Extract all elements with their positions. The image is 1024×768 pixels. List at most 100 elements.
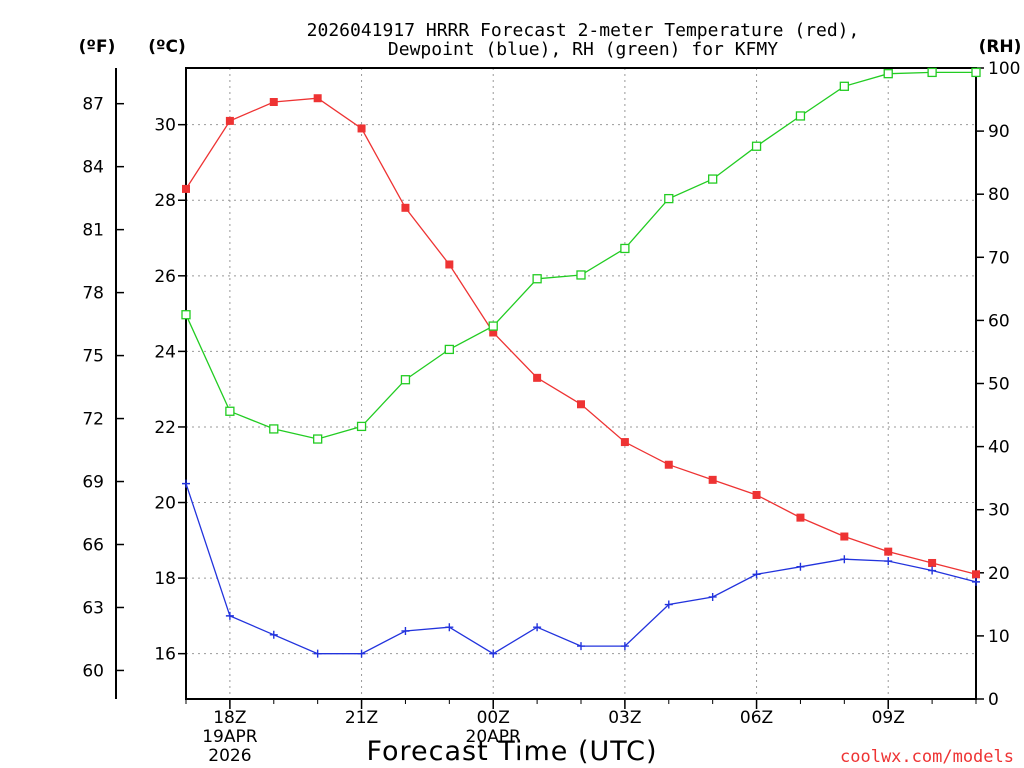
fahrenheit-tick-label: 84 — [82, 158, 104, 178]
fahrenheit-tick-label: 75 — [82, 347, 104, 367]
chart-title-line1: 2026041917 HRRR Forecast 2-meter Tempera… — [307, 20, 860, 41]
rh-point — [356, 421, 367, 432]
celsius-tick-label: 20 — [154, 494, 176, 514]
temperature-point — [752, 490, 761, 499]
dewpoint-point — [182, 479, 190, 488]
celsius-unit-label: (ºC) — [148, 37, 186, 57]
dewpoint-point — [972, 577, 980, 586]
rh-tick-label: 50 — [988, 375, 1010, 395]
celsius-tick-label: 30 — [154, 116, 176, 136]
tick-labels: 16 18 20 22 24 26 28 30 60 63 66 69 72 75 78 81 84 87 0 10 2… — [82, 59, 1020, 766]
dewpoint-point — [664, 600, 673, 609]
dewpoint-point — [401, 626, 410, 635]
x-tick-date: 19APR — [202, 727, 258, 747]
dewpoint-point — [840, 555, 849, 564]
x-tick-year: 2026 — [208, 746, 251, 766]
temperature-point — [708, 475, 717, 484]
data-series — [181, 67, 981, 658]
fahrenheit-tick-label: 63 — [82, 598, 104, 618]
temperature-point — [445, 260, 454, 269]
rh-tick-label: 0 — [988, 690, 999, 710]
celsius-tick-label: 16 — [154, 645, 176, 665]
rh-point — [532, 274, 542, 284]
dewpoint-point — [445, 623, 454, 632]
x-tick-label: 00Z — [477, 708, 510, 728]
rh-tick-label: 60 — [988, 311, 1010, 331]
x-tick-label: 09Z — [872, 708, 905, 728]
rh-point — [488, 321, 498, 331]
rh-tick-label: 30 — [988, 501, 1010, 521]
rh-tick-label: 10 — [988, 627, 1010, 647]
dewpoint-point — [577, 642, 585, 651]
temperature-point — [401, 203, 410, 212]
celsius-tick-label: 22 — [154, 418, 176, 438]
rh-point — [576, 270, 586, 280]
chart-title-line2: Dewpoint (blue), RH (green) for KFMY — [388, 39, 778, 60]
rh-tick-label: 100 — [988, 59, 1020, 79]
temperature-point — [313, 94, 322, 103]
rh-point — [795, 111, 806, 121]
fahrenheit-tick-label: 87 — [82, 95, 104, 115]
temperature-point — [533, 373, 542, 382]
rh-point — [620, 243, 630, 254]
dewpoint-point — [313, 649, 322, 658]
x-tick-date: 20APR — [466, 727, 522, 747]
dewpoint-point — [752, 570, 761, 579]
dewpoint-point — [928, 566, 937, 575]
dewpoint-point — [533, 623, 542, 632]
dewpoint-point — [884, 557, 893, 566]
rh-point — [181, 310, 191, 320]
celsius-tick-label: 18 — [154, 569, 176, 589]
rh-unit-label: (RH) — [979, 37, 1022, 57]
fahrenheit-tick-label: 69 — [82, 473, 104, 493]
temperature-point — [972, 570, 980, 579]
rh-tick-label: 20 — [988, 564, 1010, 584]
temperature-point — [840, 532, 849, 541]
dewpoint-point — [357, 649, 366, 658]
rh-point — [751, 141, 762, 151]
celsius-tick-label: 28 — [154, 191, 176, 211]
rh-point — [883, 69, 893, 79]
temperature-point — [796, 513, 805, 522]
dewpoint-point — [620, 642, 629, 651]
rh-point — [400, 375, 411, 385]
rh-tick-label: 90 — [988, 122, 1010, 142]
rh-point — [313, 434, 323, 444]
fahrenheit-tick-label: 78 — [82, 284, 104, 304]
dewpoint-point — [489, 649, 498, 658]
rh-tick-label: 40 — [988, 438, 1010, 458]
temperature-point — [357, 124, 366, 133]
rh-point — [444, 344, 454, 355]
rh-tick-label: 80 — [988, 185, 1010, 205]
celsius-tick-label: 26 — [154, 267, 176, 287]
x-tick-label: 21Z — [345, 708, 378, 728]
temperature-point — [577, 400, 585, 409]
x-tick-label: 03Z — [608, 708, 641, 728]
rh-point — [664, 193, 674, 204]
rh-point — [839, 81, 849, 91]
rh-point — [927, 67, 937, 78]
rh-point — [708, 174, 718, 184]
celsius-tick-label: 24 — [154, 342, 176, 362]
fahrenheit-unit-label: (ºF) — [79, 37, 116, 57]
temperature-point — [884, 547, 893, 556]
dewpoint-point — [708, 592, 717, 601]
fahrenheit-tick-label: 81 — [82, 221, 104, 241]
fahrenheit-tick-label: 60 — [82, 661, 104, 681]
temperature-point — [928, 558, 937, 567]
rh-tick-label: 70 — [988, 248, 1010, 268]
rh-point — [971, 67, 981, 78]
fahrenheit-tick-label: 72 — [82, 410, 104, 430]
temperature-point — [489, 328, 498, 337]
temperature-point — [182, 184, 190, 193]
dewpoint-point — [269, 630, 278, 639]
dewpoint-point — [225, 611, 234, 620]
watermark: coolwx.com/models — [840, 747, 1014, 767]
fahrenheit-tick-label: 66 — [82, 536, 104, 556]
x-tick-label: 06Z — [740, 708, 773, 728]
rh-point — [225, 406, 235, 416]
temperature-point — [620, 438, 629, 447]
x-tick-label: 18Z — [213, 708, 246, 728]
